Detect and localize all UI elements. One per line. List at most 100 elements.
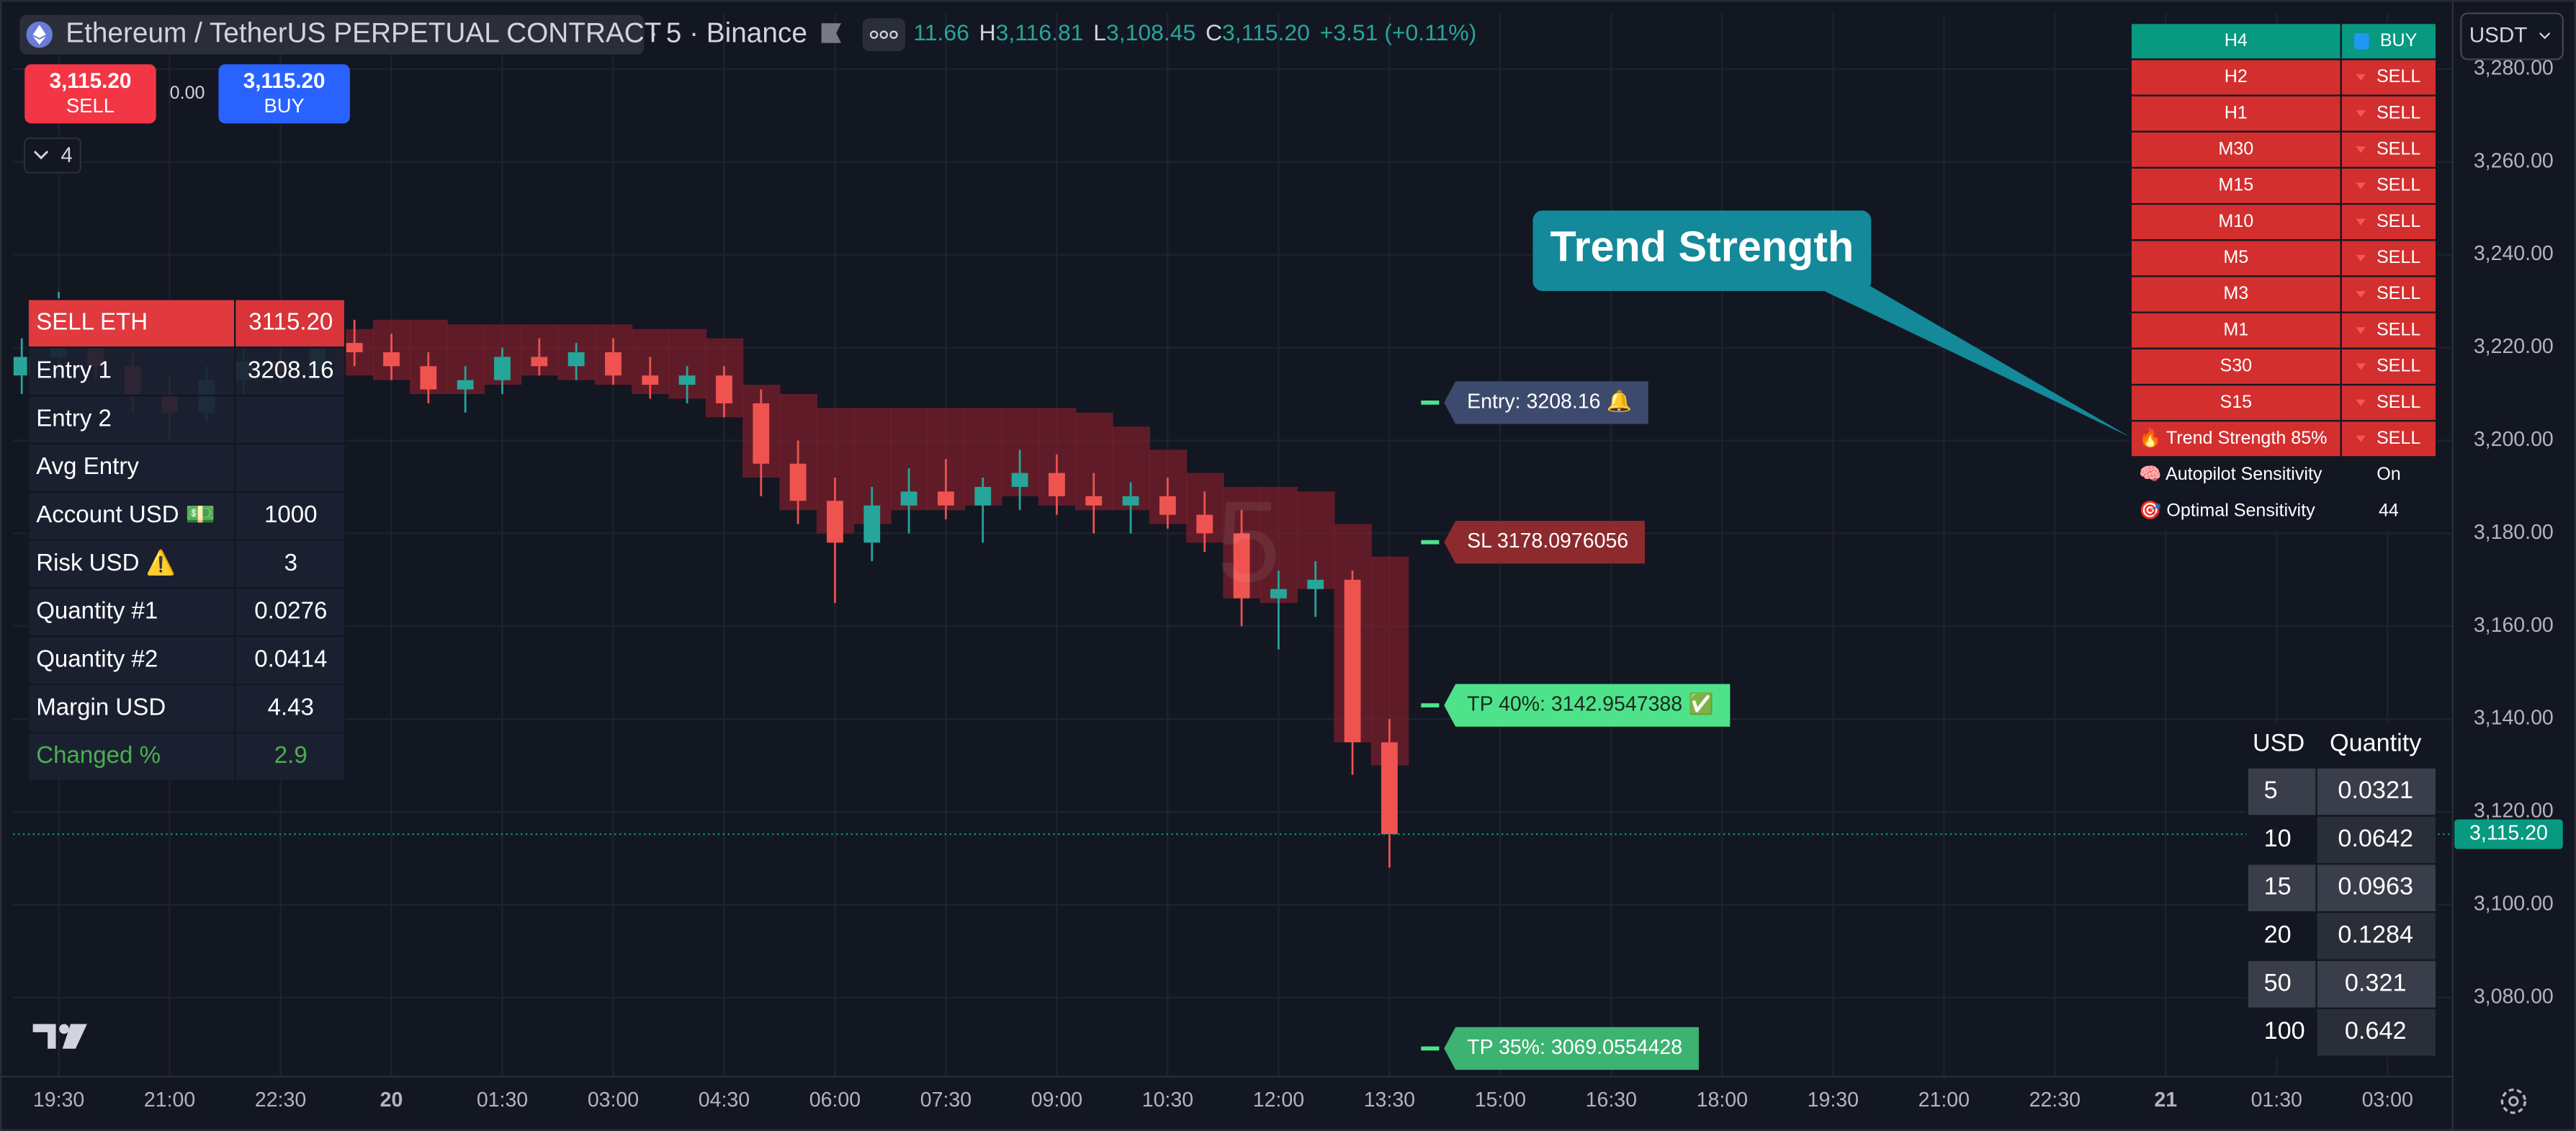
logo-part: [32, 1024, 56, 1049]
candle-body: [1122, 496, 1139, 506]
qty-cell: [2246, 911, 2317, 962]
more-button[interactable]: [862, 18, 905, 51]
candle-body: [494, 357, 511, 380]
currency-box[interactable]: [2460, 12, 2564, 61]
tf-cell: [2340, 130, 2438, 169]
trade-cell: [27, 684, 236, 734]
signal-icon: [2356, 182, 2366, 189]
tf-name: S15: [2220, 392, 2252, 412]
toggle-box[interactable]: [24, 137, 81, 174]
x-tick-label: 21:00: [144, 1088, 195, 1112]
qty-usd: 50: [2264, 969, 2292, 996]
qty-usd: 20: [2264, 921, 2292, 948]
settings-button[interactable]: [2500, 1088, 2526, 1114]
x-tick-label: 09:00: [1031, 1088, 1082, 1112]
y-tick-label: 3,260.00: [2474, 149, 2554, 172]
x-tick-label: 06:00: [809, 1088, 861, 1112]
dot: [869, 30, 879, 39]
trade-label: Margin USD: [36, 694, 166, 720]
tf-name: M10: [2218, 211, 2253, 231]
dot: [889, 30, 898, 39]
trade-cell: [27, 394, 236, 445]
tf-name: H2: [2225, 66, 2248, 86]
candle-body: [1196, 514, 1213, 534]
logo-part: [62, 1024, 87, 1049]
x-tick-label: 20: [380, 1088, 403, 1112]
buy-label: BUY: [264, 94, 305, 117]
candle-body: [1011, 473, 1028, 487]
tf-cell: [2130, 58, 2342, 97]
trade-cell: [27, 731, 236, 782]
candle-body: [1049, 473, 1065, 496]
tf-cell: [2340, 94, 2438, 133]
indicators-toggle[interactable]: 4: [24, 137, 81, 174]
gear-outer[interactable]: [2500, 1088, 2526, 1114]
signal-icon: [2356, 218, 2366, 225]
tf-name: M30: [2218, 138, 2253, 158]
x-tick-label: 19:30: [1808, 1088, 1859, 1112]
trade-label: Entry 2: [36, 405, 112, 432]
tf-name: H4: [2225, 30, 2248, 50]
sell-box[interactable]: [24, 64, 156, 124]
trade-cell: [234, 491, 346, 541]
flag-icon[interactable]: [821, 23, 841, 43]
tf-signal: SELL: [2377, 356, 2420, 376]
trade-cell: [234, 635, 346, 686]
ohlc-value: 3,108.45: [1106, 20, 1195, 46]
x-tick-label: 01:30: [2251, 1088, 2302, 1112]
tf-name: 🎯 Optimal Sensitivity: [2139, 500, 2315, 520]
tradingview-logo[interactable]: [32, 1024, 87, 1049]
trade-cell: [234, 684, 346, 734]
trade-value: 2.9: [274, 742, 308, 769]
x-tick-label: 03:00: [588, 1088, 639, 1112]
candle-body: [383, 352, 400, 367]
trade-label: Entry 1: [36, 357, 112, 383]
tf-name: S30: [2220, 356, 2252, 376]
currency-dropdown[interactable]: USDT: [2460, 12, 2564, 61]
trade-value: 1000: [264, 501, 318, 528]
signal-icon: [2356, 254, 2366, 261]
tf-signal: SELL: [2377, 138, 2420, 158]
x-tick-label: 15:00: [1475, 1088, 1526, 1112]
qty-cell: [2315, 766, 2438, 817]
y-tick-label: 3,140.00: [2474, 707, 2554, 730]
watermark: 5: [1216, 477, 1280, 606]
signal-icon: [2356, 327, 2366, 334]
candle-body: [1159, 496, 1176, 515]
trade-cell: [27, 635, 236, 686]
symbol-box[interactable]: [19, 14, 645, 55]
trade-label: Quantity #1: [36, 598, 158, 625]
ohlc-key: C: [1206, 20, 1222, 46]
signal-icon: [2354, 32, 2369, 50]
tf-cell: [2130, 239, 2342, 277]
x-tick-label: 22:30: [255, 1088, 306, 1112]
candle-body: [863, 505, 881, 543]
callout-text: Trend Strength: [1550, 223, 1854, 271]
gear-inner: [2508, 1096, 2519, 1107]
buy-button[interactable]: 3,115.20 BUY: [218, 64, 350, 124]
symbol-title: Ethereum / TetherUS PERPETUAL CONTRACT: [66, 17, 661, 48]
tf-cell: [2340, 202, 2438, 241]
tf-cell: [2130, 456, 2342, 494]
y-tick-label: 3,080.00: [2474, 985, 2554, 1008]
tf-name: M5: [2223, 247, 2248, 267]
qty-usd: 10: [2264, 825, 2292, 852]
ohlc-value: 3,116.81: [996, 20, 1084, 46]
x-tick-label: 22:30: [2029, 1088, 2081, 1112]
trade-cell: [27, 442, 236, 493]
tf-cell: [2340, 311, 2438, 350]
qty-header: USD: [2253, 730, 2305, 757]
buy-box[interactable]: [218, 64, 350, 124]
tf-name: 🔥 Trend Strength 85%: [2139, 427, 2327, 448]
callout-pointer: [1807, 282, 2131, 438]
candle-body: [974, 486, 992, 506]
sell-button[interactable]: 3,115.20 SELL: [24, 64, 156, 124]
ohlc-key: L: [1093, 20, 1106, 46]
candle-body: [753, 403, 770, 464]
candle-body: [1344, 579, 1361, 743]
trade-cell: [27, 491, 236, 541]
trade-label: SELL ETH: [36, 309, 148, 336]
more-box[interactable]: [862, 18, 905, 51]
